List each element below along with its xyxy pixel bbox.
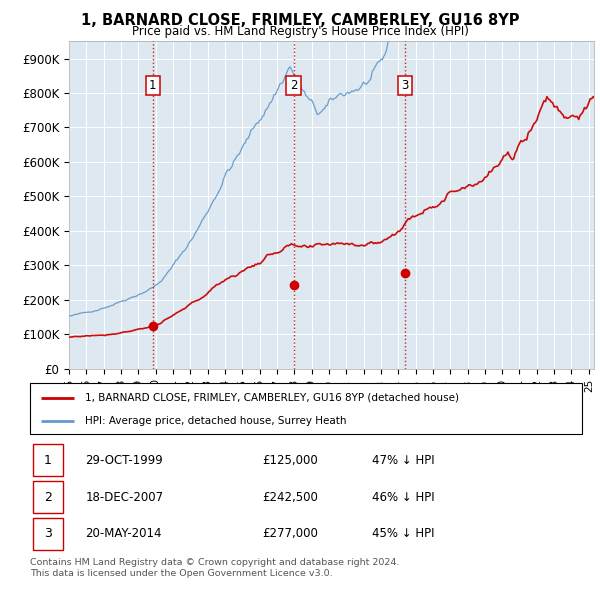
Text: 1, BARNARD CLOSE, FRIMLEY, CAMBERLEY, GU16 8YP (detached house): 1, BARNARD CLOSE, FRIMLEY, CAMBERLEY, GU… xyxy=(85,392,459,402)
Text: HPI: Average price, detached house, Surrey Heath: HPI: Average price, detached house, Surr… xyxy=(85,416,347,426)
Text: 3: 3 xyxy=(401,79,409,92)
Text: £277,000: £277,000 xyxy=(262,527,318,540)
Text: 3: 3 xyxy=(44,527,52,540)
Text: 1: 1 xyxy=(149,79,157,92)
Text: Contains HM Land Registry data © Crown copyright and database right 2024.
This d: Contains HM Land Registry data © Crown c… xyxy=(30,558,400,578)
Text: 20-MAY-2014: 20-MAY-2014 xyxy=(85,527,162,540)
Text: 47% ↓ HPI: 47% ↓ HPI xyxy=(372,454,435,467)
FancyBboxPatch shape xyxy=(30,384,582,434)
Text: 2: 2 xyxy=(44,490,52,504)
Text: 1, BARNARD CLOSE, FRIMLEY, CAMBERLEY, GU16 8YP: 1, BARNARD CLOSE, FRIMLEY, CAMBERLEY, GU… xyxy=(81,13,519,28)
FancyBboxPatch shape xyxy=(33,481,63,513)
Text: 29-OCT-1999: 29-OCT-1999 xyxy=(85,454,163,467)
FancyBboxPatch shape xyxy=(33,518,63,550)
Text: £125,000: £125,000 xyxy=(262,454,317,467)
Text: 18-DEC-2007: 18-DEC-2007 xyxy=(85,490,163,504)
Text: 1: 1 xyxy=(44,454,52,467)
Text: Price paid vs. HM Land Registry's House Price Index (HPI): Price paid vs. HM Land Registry's House … xyxy=(131,25,469,38)
Text: 2: 2 xyxy=(290,79,298,92)
Text: 46% ↓ HPI: 46% ↓ HPI xyxy=(372,490,435,504)
FancyBboxPatch shape xyxy=(33,444,63,476)
Text: 45% ↓ HPI: 45% ↓ HPI xyxy=(372,527,435,540)
Text: £242,500: £242,500 xyxy=(262,490,318,504)
